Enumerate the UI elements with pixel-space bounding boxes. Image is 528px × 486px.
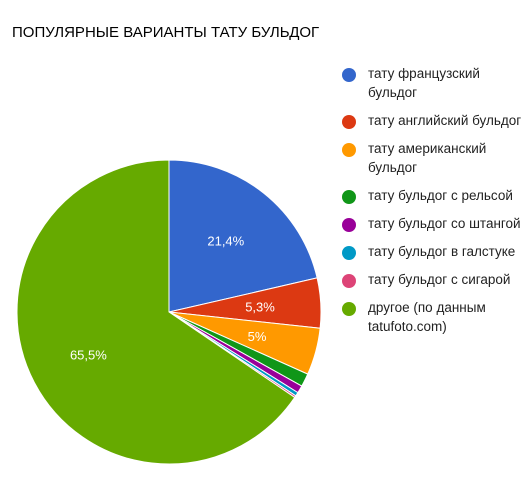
legend-swatch-icon xyxy=(342,246,356,260)
legend-item-7[interactable]: другое (по данным tatufoto.com) xyxy=(342,298,522,336)
legend-label: тату французский бульдог xyxy=(368,66,480,100)
legend-item-5[interactable]: тату бульдог в галстуке xyxy=(342,242,522,261)
slice-data-label-2: 5% xyxy=(248,329,267,344)
legend-swatch-icon xyxy=(342,143,356,157)
legend-label: тату бульдог с рельсой xyxy=(368,188,513,203)
legend-item-2[interactable]: тату американский бульдог xyxy=(342,139,522,177)
legend-label: тату американский бульдог xyxy=(368,141,487,175)
legend-swatch-icon xyxy=(342,274,356,288)
legend-swatch-icon xyxy=(342,68,356,82)
pie-slice-7 xyxy=(16,159,296,465)
slice-data-label-1: 5,3% xyxy=(245,300,275,315)
legend-swatch-icon xyxy=(342,190,356,204)
legend-item-3[interactable]: тату бульдог с рельсой xyxy=(342,186,522,205)
legend-label: тату английский бульдог xyxy=(368,113,522,128)
legend-item-0[interactable]: тату французский бульдог xyxy=(342,64,522,102)
legend-swatch-icon xyxy=(342,302,356,316)
slice-data-label-7: 65,5% xyxy=(70,348,107,363)
legend-label: тату бульдог со штангой xyxy=(368,216,521,231)
chart-title: ПОПУЛЯРНЫЕ ВАРИАНТЫ ТАТУ БУЛЬДОГ xyxy=(12,24,320,41)
legend-label: тату бульдог в галстуке xyxy=(368,244,516,259)
legend-item-6[interactable]: тату бульдог с сигарой xyxy=(342,270,522,289)
pie-slice-0 xyxy=(168,159,318,313)
legend-item-1[interactable]: тату английский бульдог xyxy=(342,111,522,130)
slice-data-label-0: 21,4% xyxy=(207,234,244,249)
legend: тату французский бульдог тату английский … xyxy=(342,64,522,345)
legend-label: другое (по данным tatufoto.com) xyxy=(368,300,486,334)
legend-label: тату бульдог с сигарой xyxy=(368,272,511,287)
legend-swatch-icon xyxy=(342,218,356,232)
legend-item-4[interactable]: тату бульдог со штангой xyxy=(342,214,522,233)
legend-swatch-icon xyxy=(342,115,356,129)
